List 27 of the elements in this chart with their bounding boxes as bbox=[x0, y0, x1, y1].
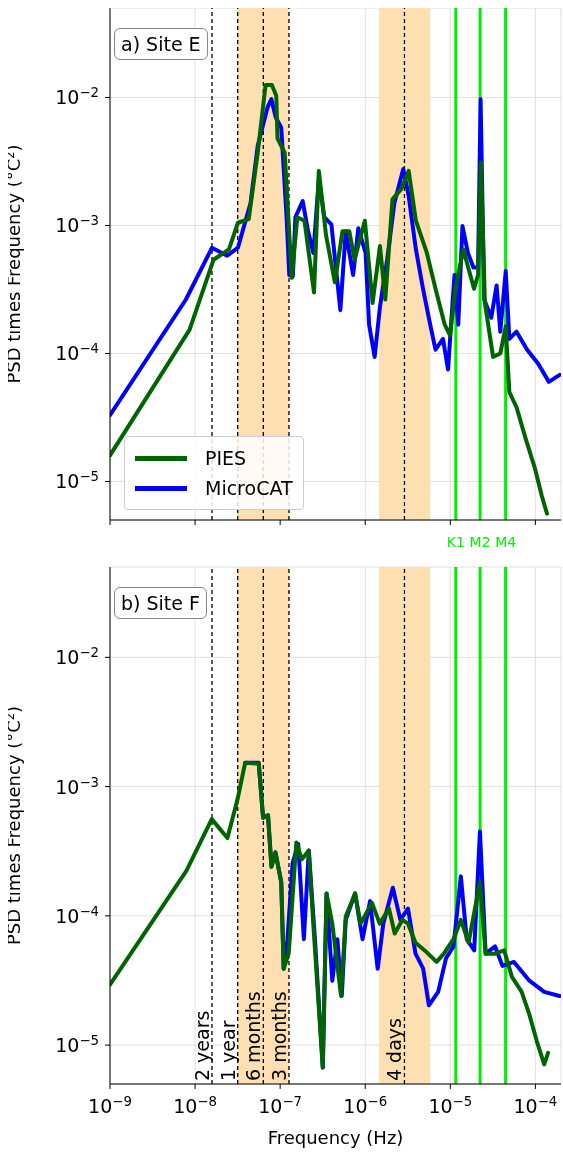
y-tick-label: 10$^{−2}$ bbox=[55, 84, 99, 109]
x-tick-label: 10$^{−9}$ bbox=[88, 1093, 132, 1117]
annotation: b) Site F bbox=[114, 587, 207, 619]
x-tick-label: 10$^{−6}$ bbox=[343, 1093, 388, 1117]
ref-line-label: 4 days bbox=[383, 1018, 406, 1081]
ref-line-label: 2 years bbox=[190, 1010, 213, 1081]
x-tick-label: 10$^{−8}$ bbox=[173, 1093, 217, 1117]
ref-line-label: K1 bbox=[446, 534, 465, 550]
y-tick-label: 10$^{−3}$ bbox=[55, 774, 99, 798]
x-tick-label: 10$^{−4}$ bbox=[513, 1093, 558, 1117]
ref-line-label: 3 months bbox=[267, 991, 290, 1081]
annotation: a) Site E bbox=[114, 28, 208, 60]
x-tick-label: 10$^{−5}$ bbox=[428, 1093, 473, 1117]
ref-line-label: M4 bbox=[495, 534, 517, 550]
ref-line-label: 6 months bbox=[242, 991, 265, 1081]
y-tick-label: 10$^{−5}$ bbox=[55, 1032, 99, 1057]
x-axis-title: Frequency (Hz) bbox=[267, 1127, 404, 1148]
y-tick-label: 10$^{−3}$ bbox=[55, 212, 99, 237]
y-tick-label: 10$^{−4}$ bbox=[55, 340, 99, 365]
ref-line-label: 1 year bbox=[216, 1020, 239, 1081]
y-tick-label: 10$^{−5}$ bbox=[55, 468, 99, 493]
legend-label: MicroCAT bbox=[205, 477, 293, 499]
y-tick-label: 10$^{−4}$ bbox=[55, 903, 99, 927]
ref-line-label: M2 bbox=[469, 534, 491, 550]
y-tick-label: 10$^{−2}$ bbox=[55, 644, 99, 669]
x-tick-label: 10$^{−7}$ bbox=[258, 1093, 303, 1117]
legend-label: PIES bbox=[205, 447, 247, 469]
